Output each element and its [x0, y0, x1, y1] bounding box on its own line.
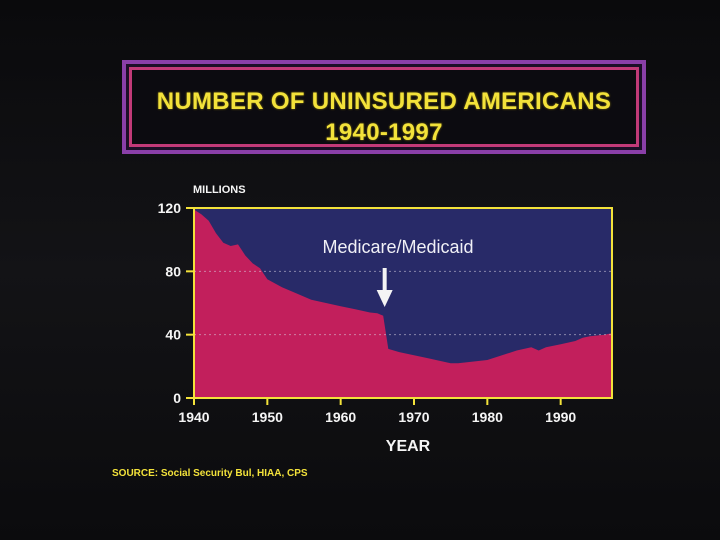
- medicare-medicaid-annotation: Medicare/Medicaid: [322, 237, 473, 257]
- y-tick-label: 120: [158, 200, 182, 216]
- annotation-arrow-icon: [376, 268, 393, 307]
- y-tick-label: 0: [173, 390, 181, 406]
- x-axis-label: YEAR: [386, 438, 431, 455]
- x-tick-label: 1990: [545, 409, 576, 425]
- plot-frame: [193, 207, 613, 399]
- x-tick-label: 1960: [325, 409, 356, 425]
- arrow-head: [376, 290, 393, 307]
- chart-title: NUMBER OF UNINSURED AMERICANS: [156, 88, 612, 115]
- title-frame: NUMBER OF UNINSURED AMERICANS 1940-1997: [122, 60, 646, 154]
- y-axis-ticks: 0 40 80 120: [158, 200, 194, 406]
- x-tick-label: 1980: [472, 409, 503, 425]
- y-tick-label: 80: [165, 263, 181, 279]
- x-tick-label: 1940: [178, 409, 209, 425]
- x-axis-ticks: 1940 1950 1960 1970 1980 1990: [178, 398, 576, 425]
- x-tick-label: 1950: [252, 409, 283, 425]
- chart-subtitle-years: 1940-1997: [325, 119, 443, 146]
- source-note: SOURCE: Social Security Bul, HIAA, CPS: [112, 468, 308, 479]
- x-tick-label: 1970: [398, 409, 429, 425]
- y-axis-unit-label: MILLIONS: [193, 184, 246, 196]
- arrow-shaft: [382, 268, 387, 292]
- uninsured-area: [194, 209, 612, 398]
- y-tick-label: 40: [165, 327, 181, 343]
